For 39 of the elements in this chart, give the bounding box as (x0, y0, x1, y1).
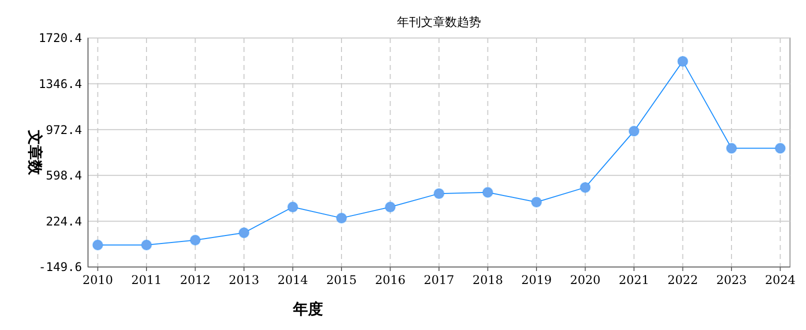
x-tick-label: 2018 (472, 273, 504, 287)
point (92, 240, 104, 251)
y-tick-label: -149.6 (38, 260, 82, 274)
y-tick-label: 224.4 (46, 214, 82, 228)
x-tick-label: 2013 (228, 273, 260, 287)
point (677, 56, 688, 67)
point (482, 186, 494, 198)
x-axis-title: 年度 (292, 300, 323, 318)
point (628, 126, 640, 137)
x-tick-label: 2012 (180, 273, 211, 287)
point (384, 202, 396, 213)
point (434, 188, 444, 200)
point (287, 202, 298, 213)
point (774, 142, 786, 154)
x-tick-label: 2022 (667, 273, 698, 287)
point (531, 196, 542, 208)
point (238, 227, 250, 238)
chart-title: 年刊文章数趋势 (397, 15, 481, 29)
x-tick-label: 2020 (570, 273, 601, 287)
point (141, 240, 152, 251)
y-tick-label: 972.4 (46, 122, 82, 137)
x-tick-label: 2011 (131, 273, 162, 287)
x-tick-label: 2019 (521, 273, 552, 287)
y-tick-label: 1346.4 (38, 77, 82, 91)
point (190, 234, 201, 246)
x-tick-label: 2015 (326, 273, 357, 287)
y-axis-title: 文章数 (26, 129, 44, 176)
x-tick-label: 2010 (82, 273, 114, 287)
x-tick-label: 2023 (716, 273, 747, 287)
x-tick-label: 2016 (374, 273, 406, 287)
y-tick-label: 1720.4 (38, 31, 82, 46)
x-tick-label: 2024 (764, 273, 796, 287)
point (336, 212, 347, 224)
x-tick-label: 2021 (618, 273, 650, 287)
x-tick-label: 2017 (424, 273, 454, 287)
point (580, 182, 591, 193)
x-tick-label: 2014 (277, 273, 308, 287)
y-tick-label: 598.4 (46, 168, 82, 183)
point (726, 142, 737, 154)
